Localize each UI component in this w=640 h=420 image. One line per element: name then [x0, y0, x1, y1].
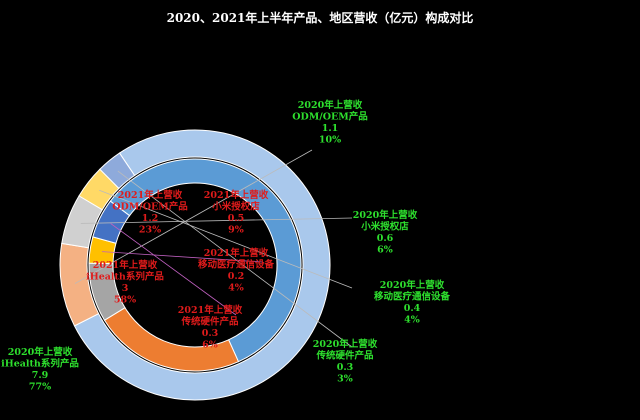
leader-line-outer-2: [80, 217, 353, 224]
slice-inner-4: [92, 200, 131, 244]
leader-line-group: [74, 149, 353, 348]
slice-inner-0: [109, 158, 302, 363]
data-label-inner-4: 2021年上营收传统硬件产品 0.3 6%: [178, 304, 243, 351]
chart-title: 2020、2021年上半年产品、地区营收（亿元）构成对比: [167, 10, 474, 25]
data-label-outer-1: 2020年上营收 ODM/OEM产品 1.1 10%: [292, 99, 368, 146]
label-group: 2020年上营收 iHealth系列产品 7.9 77% 2020年上营收 ODM/OEM…: [1, 99, 450, 393]
data-label-outer-2: 2020年上营收小米授权店 0.6 6%: [353, 209, 418, 256]
data-label-outer-3: 2020年上营收移动医疗通信设备 0.4 4%: [374, 279, 451, 326]
leader-line-inner-4: [110, 223, 237, 316]
leader-line-inner-3: [101, 251, 263, 263]
data-label-inner-0: 2021年上营收 iHealth系列产品 3 58%: [86, 259, 164, 306]
data-label-inner-3: 2021年上营收移动医疗通信设备 0.2 4%: [198, 247, 275, 294]
leader-line-outer-1: [74, 149, 313, 284]
data-label-outer-4: 2020年上营收传统硬件产品 0.3 3%: [313, 338, 378, 385]
slice-outer-0: [73, 129, 331, 401]
leader-line-outer-3: [99, 189, 353, 289]
slice-group: [59, 129, 331, 401]
slice-outer-4: [99, 152, 136, 190]
data-label-inner-2: 2021年上营收小米授权店 0.5 9%: [204, 189, 269, 236]
leader-line-outer-4: [117, 170, 353, 348]
data-label-outer-0: 2020年上营收 iHealth系列产品 7.9 77%: [1, 346, 79, 393]
data-label-inner-1: 2021年上营收 ODM/OEM产品 1.2 23%: [112, 189, 188, 236]
